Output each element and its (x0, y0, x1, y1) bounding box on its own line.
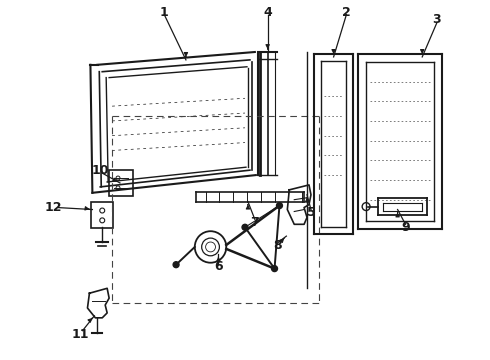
Text: 8: 8 (273, 239, 282, 252)
Text: 9: 9 (401, 221, 410, 234)
Circle shape (276, 203, 282, 208)
Text: 1: 1 (160, 6, 169, 19)
Text: 3: 3 (433, 13, 441, 26)
Circle shape (271, 266, 277, 271)
Text: 11: 11 (72, 328, 89, 341)
Text: 6: 6 (214, 260, 223, 273)
Text: 4: 4 (263, 6, 272, 19)
Text: 7: 7 (250, 216, 259, 229)
Circle shape (173, 262, 179, 267)
Text: 12: 12 (44, 201, 62, 214)
Text: 2: 2 (342, 6, 351, 19)
Text: 10: 10 (92, 164, 109, 177)
Text: 5: 5 (307, 206, 316, 219)
Circle shape (242, 224, 248, 230)
